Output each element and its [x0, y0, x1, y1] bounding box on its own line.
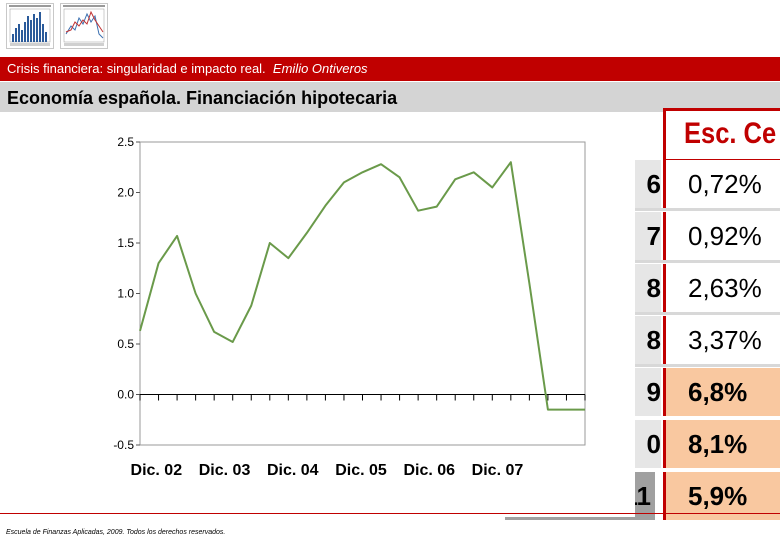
slide-title: Economía española. Financiación hipoteca…: [7, 88, 398, 108]
table-header-cell: Esc. Ce: [663, 108, 780, 162]
y-tick-label: 1.5: [117, 236, 134, 250]
table-value-cell: 3,37%: [663, 316, 780, 364]
x-tick-label: Dic. 05: [335, 462, 387, 479]
x-tick-label: Dic. 03: [199, 462, 251, 479]
y-tick-label: 1.0: [117, 287, 134, 301]
table-year-cell: 8: [633, 316, 661, 364]
chart-svg: 2.5 2.0 1.5 1.0 0.5 0.0 -0.5 Dic. 02 Dic. 03 Dic.…: [113, 135, 586, 479]
series-line: [139, 161, 585, 411]
header-bar: Crisis financiera: singularidad e impact…: [0, 57, 780, 81]
x-tick-label: Dic. 07: [472, 462, 524, 479]
table-row-separator: [633, 208, 780, 211]
table-row-separator: [633, 468, 780, 471]
title-bar: Economía española. Financiación hipoteca…: [0, 82, 780, 112]
table-year-cell: 8: [633, 264, 661, 312]
table-year-cell: 0: [633, 420, 661, 468]
y-tick-label: -0.5: [113, 438, 134, 452]
table-row-separator: [633, 312, 780, 315]
x-tick-label: Dic. 04: [267, 462, 319, 479]
table-header-text: Esc. Ce: [684, 117, 777, 150]
y-tick-label: 0.5: [117, 337, 134, 351]
table-value-cell: 8,1%: [663, 420, 780, 468]
header-text: Crisis financiera: singularidad e impact…: [7, 61, 368, 76]
table-row-separator: [633, 364, 780, 367]
thumbnail-line-chart: [60, 3, 108, 49]
footer-text: Escuela de Finanzas Aplicadas, 2009. Tod…: [6, 529, 226, 536]
y-tick-label: 2.5: [117, 135, 134, 149]
thumbnail-bar-chart: [6, 3, 54, 49]
table-value-cell: 0,72%: [663, 160, 780, 208]
y-tick-label: 0.0: [117, 388, 134, 402]
x-tick-label: Dic. 06: [403, 462, 455, 479]
table-row-separator: [633, 416, 780, 419]
table-row-separator: [633, 260, 780, 263]
mortgage-chart: 2.5 2.0 1.5 1.0 0.5 0.0 -0.5 Dic. 02 Dic. 03 Dic.…: [100, 112, 635, 517]
table-value-cell: 0,92%: [663, 212, 780, 260]
table-row-separator: [633, 520, 780, 523]
table-value-cell: 6,8%: [663, 368, 780, 416]
table-value-cell: 5,9%: [663, 472, 780, 520]
x-tick-label: Dic. 02: [131, 462, 183, 479]
table-year-cell: 6: [633, 160, 661, 208]
y-tick-label: 2.0: [117, 186, 134, 200]
table-value-cell: 2,63%: [663, 264, 780, 312]
table-year-cell: 7: [633, 212, 661, 260]
footer-line: [0, 513, 780, 514]
thumbnail-charts: [6, 3, 108, 49]
table-year-cell: 9: [633, 368, 661, 416]
header-title: Crisis financiera: singularidad e impact…: [7, 61, 266, 76]
header-author: Emilio Ontiveros: [272, 61, 368, 76]
